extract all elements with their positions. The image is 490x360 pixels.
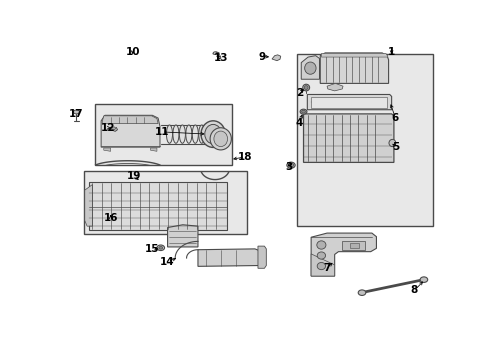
- Ellipse shape: [112, 127, 116, 130]
- Ellipse shape: [304, 86, 308, 90]
- Ellipse shape: [317, 241, 326, 249]
- Ellipse shape: [218, 57, 220, 59]
- Polygon shape: [272, 55, 281, 61]
- Ellipse shape: [389, 139, 396, 147]
- Polygon shape: [150, 148, 157, 151]
- Polygon shape: [303, 114, 394, 162]
- Polygon shape: [168, 225, 198, 247]
- Text: 17: 17: [69, 109, 83, 119]
- Polygon shape: [311, 254, 335, 276]
- Text: 13: 13: [214, 53, 228, 63]
- Text: 1: 1: [388, 46, 395, 57]
- Ellipse shape: [205, 125, 211, 143]
- Ellipse shape: [167, 125, 172, 143]
- Text: 8: 8: [411, 285, 418, 296]
- Ellipse shape: [317, 252, 325, 259]
- Ellipse shape: [179, 125, 185, 143]
- Text: 16: 16: [103, 213, 118, 224]
- Ellipse shape: [288, 163, 294, 167]
- Text: 12: 12: [100, 123, 115, 133]
- Text: 4: 4: [295, 118, 303, 128]
- Text: 19: 19: [127, 171, 141, 181]
- Ellipse shape: [213, 52, 217, 55]
- Ellipse shape: [210, 128, 231, 150]
- Ellipse shape: [186, 125, 192, 143]
- Text: 11: 11: [155, 127, 169, 137]
- Polygon shape: [85, 185, 93, 226]
- Bar: [311, 97, 387, 108]
- Ellipse shape: [159, 246, 163, 249]
- Ellipse shape: [214, 131, 227, 147]
- Ellipse shape: [305, 62, 316, 74]
- Ellipse shape: [201, 121, 225, 148]
- Text: 2: 2: [296, 88, 303, 98]
- Text: 9: 9: [259, 51, 266, 62]
- Ellipse shape: [287, 162, 295, 168]
- Ellipse shape: [317, 262, 325, 270]
- Bar: [89, 182, 227, 230]
- Bar: [84, 171, 247, 234]
- Ellipse shape: [420, 277, 428, 283]
- Ellipse shape: [173, 125, 179, 143]
- Polygon shape: [102, 116, 158, 123]
- Polygon shape: [101, 115, 160, 147]
- Polygon shape: [311, 233, 376, 276]
- Ellipse shape: [192, 125, 198, 143]
- Polygon shape: [258, 246, 267, 268]
- Polygon shape: [198, 249, 261, 266]
- Polygon shape: [104, 148, 111, 151]
- Text: 7: 7: [323, 263, 331, 273]
- Polygon shape: [301, 56, 319, 79]
- Text: 5: 5: [392, 142, 399, 152]
- Bar: [297, 54, 434, 226]
- Text: 14: 14: [160, 257, 175, 267]
- Polygon shape: [321, 53, 388, 57]
- Text: 18: 18: [238, 152, 252, 162]
- Ellipse shape: [157, 245, 165, 251]
- Text: 3: 3: [286, 162, 293, 172]
- Text: 6: 6: [392, 113, 399, 123]
- Ellipse shape: [205, 125, 221, 144]
- Ellipse shape: [74, 110, 79, 114]
- Polygon shape: [307, 94, 392, 110]
- Polygon shape: [320, 53, 389, 84]
- Ellipse shape: [302, 110, 305, 113]
- Text: 10: 10: [125, 46, 140, 57]
- Text: 15: 15: [145, 244, 160, 254]
- Bar: [350, 243, 359, 248]
- Bar: [342, 242, 365, 250]
- Ellipse shape: [303, 84, 310, 91]
- Ellipse shape: [300, 109, 307, 114]
- Bar: [96, 104, 232, 165]
- Ellipse shape: [358, 290, 366, 296]
- Polygon shape: [327, 84, 343, 91]
- Ellipse shape: [199, 125, 205, 143]
